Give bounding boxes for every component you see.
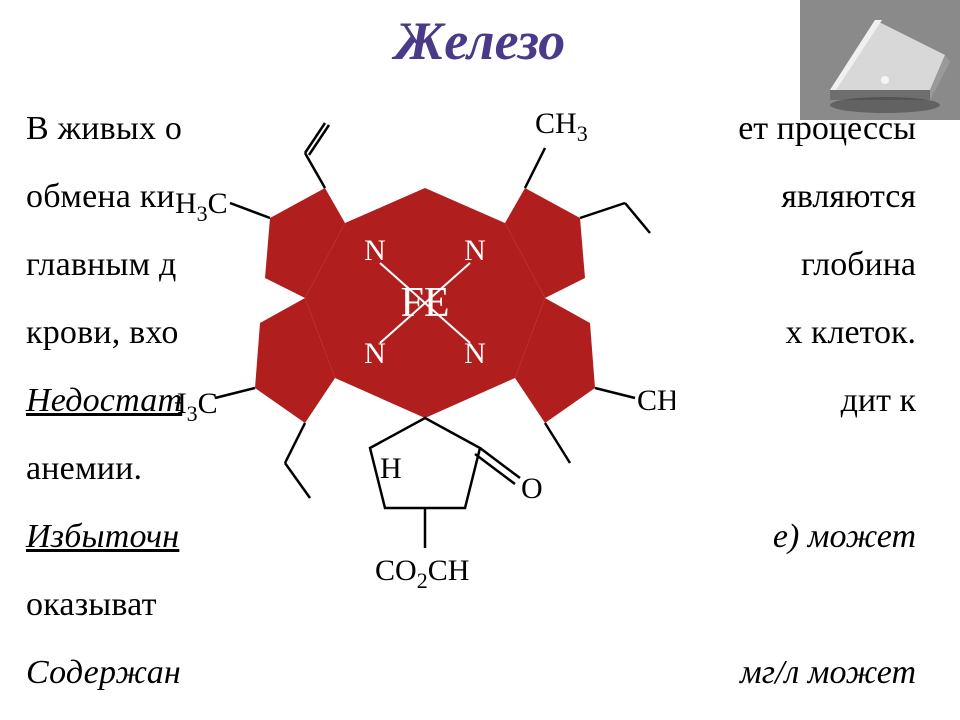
t-l6: анемии. [26,450,142,487]
lab-h3c-lower: H3C [175,387,218,426]
lab-o: O [521,472,543,505]
t-l2a: обмена ки [26,178,175,215]
t-l10b: и. [891,707,917,720]
atom-fe: FE [400,280,449,326]
lab-ch3-top: CH3 [535,107,588,146]
atom-n2: N [464,234,486,267]
atom-n4: N [464,337,486,370]
slide: В живых о обмена ки главным д крови, вхо… [0,0,960,720]
t-l1a: В живых о [26,110,182,147]
heme-molecule-diagram: FE N N N N CH3 H3C CH3 H3C H O [175,78,675,608]
t-l2b: являются [781,163,916,231]
lab-h3c-upper: H3C [175,187,228,226]
t-l4a: крови, вхо [26,314,179,351]
t-l3b: глобина [801,231,916,299]
iron-photo [800,0,960,120]
t-l7b: е) может [773,503,916,571]
t-l7a: Избыточн [26,518,179,555]
t-l9b: мг/л может [740,639,916,707]
t-l3a: главным д [26,246,176,283]
t-l5b: дит к [841,367,916,435]
t-l4b: х клеток. [785,299,916,367]
atom-n1: N [364,234,386,267]
t-l9a: Содержан [26,654,181,691]
lab-h-bottom: H [380,452,402,485]
lab-ch3-right: CH3 [637,384,675,423]
t-l8: оказыват [26,586,157,623]
lab-co2ch: CO2CH [375,554,469,593]
t-l5a: Недостат [26,382,182,419]
atom-n3: N [364,337,386,370]
